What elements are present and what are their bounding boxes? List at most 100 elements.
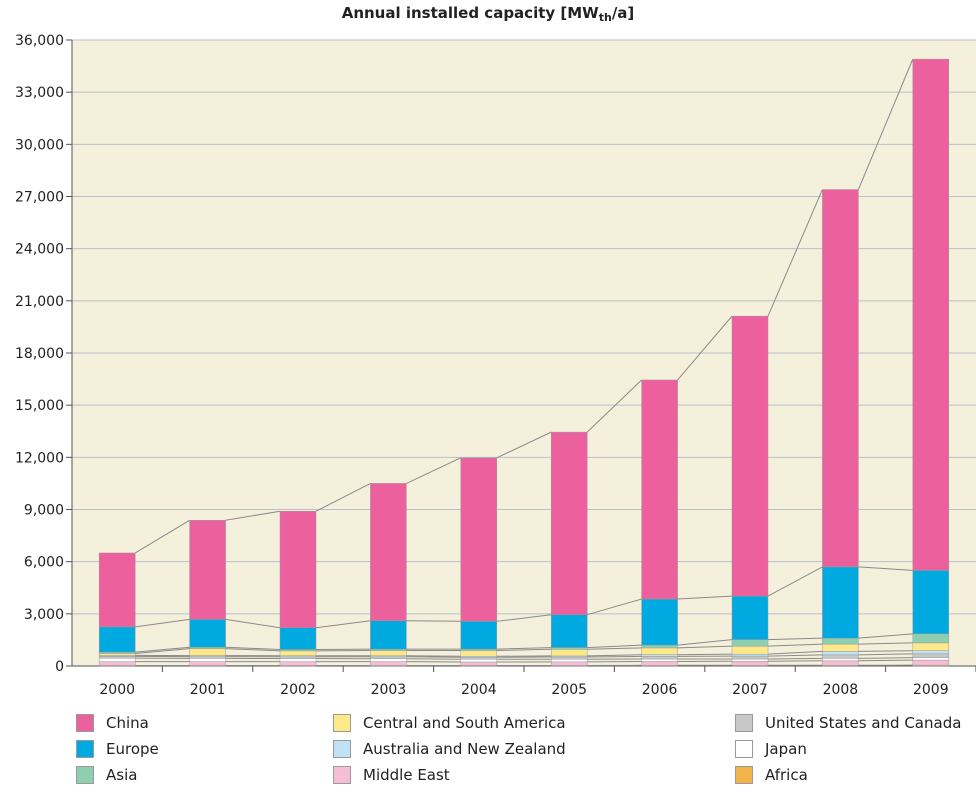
chart-title-end: /a] [611,4,635,22]
legend-swatch [76,740,94,758]
bar-segment-middle-east [550,661,588,666]
bar-segment-central-and-south-america [912,642,950,651]
x-tick-label: 2008 [823,682,859,698]
bar-segment-australia-and-new-zealand [641,654,678,657]
bar-segment-middle-east [460,661,498,666]
legend-swatch [333,740,351,758]
y-tick-label: 30,000 [15,137,64,153]
legend-item-africa: Africa [735,764,808,786]
legend-item-middle-east: Middle East [333,764,450,786]
x-tick-label: 2005 [551,682,587,698]
x-tick-label: 2002 [280,682,316,698]
bar-segment-europe [822,566,859,639]
connector-line-europe [135,566,913,629]
legend-swatch [333,714,351,732]
x-tick-label: 2007 [732,682,768,698]
bar-segment-australia-and-new-zealand [731,653,769,657]
bar-segment-japan [641,658,678,662]
bar-segment-asia [731,639,769,647]
bar-segment-middle-east [98,661,136,666]
bar-segment-united-states-and-canada [912,653,950,658]
bar-segment-australia-and-new-zealand [912,650,950,655]
bar-segment-central-and-south-america [189,648,226,656]
connector-line-japan [135,657,913,660]
legend-swatch [735,714,753,732]
connector-line-middle-east [135,659,913,663]
legend-item-asia: Asia [76,764,137,786]
legend-label: Australia and New Zealand [363,740,566,758]
bar-segment-united-states-and-canada [370,656,407,659]
x-tick-label: 2003 [371,682,407,698]
bar-segment-middle-east [822,660,859,666]
y-tick-label: 24,000 [15,242,64,258]
legend-label: Middle East [363,766,450,784]
bar-segment-central-and-south-america [822,643,859,652]
chart-legend: China Europe Asia Central and South America… [0,706,976,796]
bar-segment-australia-and-new-zealand [822,651,859,656]
y-tick-label: 9,000 [24,503,64,519]
chart-title-subscript: th [598,11,612,24]
bar-segment-asia [641,644,678,649]
bar-segment-united-states-and-canada [731,655,769,660]
legend-swatch [333,766,351,784]
bar-segment-middle-east [370,661,407,666]
bar-segment-united-states-and-canada [279,656,317,659]
x-tick-label: 2006 [642,682,678,698]
bar-segment-asia [550,647,588,650]
bar-segment-united-states-and-canada [822,654,859,659]
bar-segment-middle-east [731,661,769,666]
stacked-bar-chart: 0 3,000 6,000 9,000 12,000 15,000 18,000 21,000… [15,33,976,698]
bar-segment-china [550,431,588,615]
bar-segment-china [279,510,317,628]
connector-line-australia-and-new-zealand [135,650,913,657]
connector-line-central-and-south-america [135,642,913,654]
x-tick-label: 2004 [461,682,497,698]
bar-segment-europe [550,614,588,648]
bar-segment-central-and-south-america [98,653,136,656]
legend-item-united-states-and-canada: United States and Canada [735,712,961,734]
bar-segment-japan [731,658,769,662]
y-tick-label: 18,000 [15,346,64,362]
y-tick-label: 21,000 [15,294,64,310]
bar-segment-europe [641,598,678,646]
bar-segment-united-states-and-canada [641,656,678,660]
bar-segment-china [822,189,859,568]
connector-line-asia [135,633,913,653]
connector-line-united-states-and-canada [135,653,913,658]
bar-segment-china [98,552,136,628]
legend-item-europe: Europe [76,738,159,760]
legend-item-central-and-south-america: Central and South America [333,712,566,734]
y-tick-label: 3,000 [24,607,64,623]
legend-swatch [735,766,753,784]
legend-label: Africa [765,766,808,784]
y-tick-label: 6,000 [24,555,64,571]
x-tick-label: 2009 [913,682,949,698]
bar-segment-europe [731,595,769,640]
bar-segment-china [912,58,950,571]
legend-label: Europe [106,740,159,758]
bar-segment-europe [912,570,950,635]
bar-segment-japan [189,658,226,662]
bar-segment-europe [460,621,498,650]
chart-title: Annual installed capacity [MWth/a] [0,4,976,24]
bar-segment-central-and-south-america [279,650,317,656]
bar-segment-china [189,520,226,620]
legend-swatch [735,740,753,758]
bar-segment-europe [279,627,317,650]
x-tick-label: 2001 [190,682,226,698]
y-tick-label: 33,000 [15,85,64,101]
chart-title-text: Annual installed capacity [MW [341,4,599,22]
bar-segment-middle-east [641,661,678,666]
bar-segment-central-and-south-america [641,647,678,655]
bar-segment-asia [822,637,859,645]
legend-item-china: China [76,712,149,734]
bar-segment-china [641,379,678,600]
y-tick-label: 36,000 [15,33,64,49]
legend-swatch [76,714,94,732]
legend-label: United States and Canada [765,714,962,732]
bar-segment-japan [822,658,859,662]
bar-segment-central-and-south-america [731,645,769,655]
legend-label: Asia [106,766,138,784]
bar-segment-middle-east [279,661,317,666]
bar-segment-united-states-and-canada [460,657,498,660]
